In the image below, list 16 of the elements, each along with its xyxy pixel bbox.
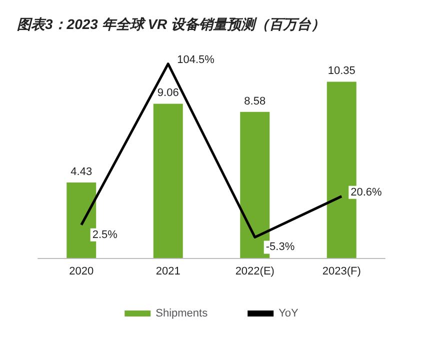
data-label: 4.43 <box>70 166 92 178</box>
data-label: 9.06 <box>157 87 179 100</box>
x-tick-label: 2022(E) <box>235 266 274 278</box>
data-label: 2.5% <box>92 228 118 241</box>
x-tick-label: 2020 <box>69 266 94 278</box>
x-tick-label: 2023(F) <box>322 266 361 278</box>
legend-label: Shipments <box>156 308 208 320</box>
chart-title: 图表3：2023 年全球 VR 设备销量预测（百万台） <box>17 16 326 32</box>
x-tick-label: 2021 <box>156 266 180 278</box>
data-label: -5.3% <box>266 241 295 254</box>
data-label: 20.6% <box>350 186 382 198</box>
data-label: 8.58 <box>244 95 266 108</box>
bar <box>153 104 183 258</box>
legend-label: YoY <box>278 308 300 320</box>
data-label: 10.35 <box>328 65 356 78</box>
data-label: 104.5% <box>177 54 215 66</box>
